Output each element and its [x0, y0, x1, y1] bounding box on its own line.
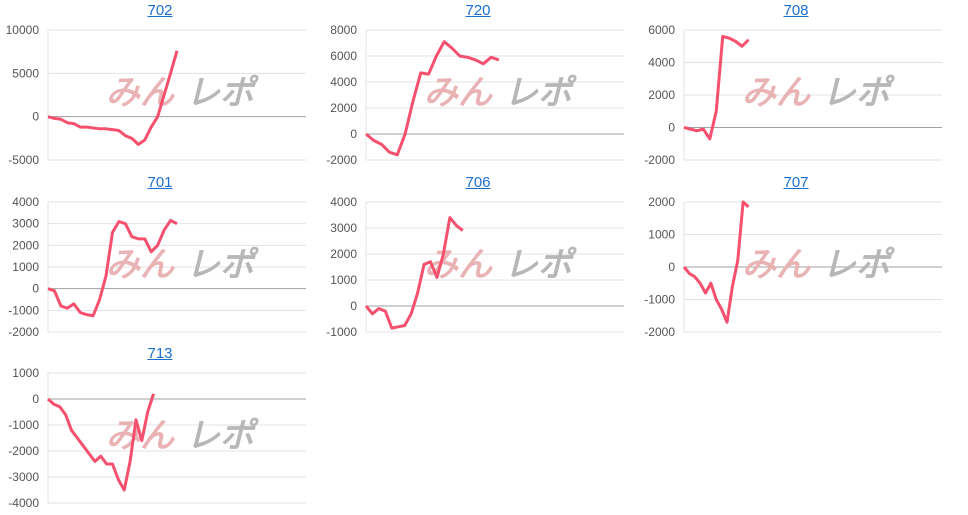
chart-706: 4000 3000 2000 1000 0 -1000 みん レポ 706: [318, 172, 638, 344]
series-line: [683, 35, 750, 141]
svg-text:みん: みん: [424, 246, 493, 284]
y-tick-label: 2000: [12, 238, 39, 252]
y-tick-label: 3000: [12, 217, 39, 231]
y-tick-label: 0: [350, 299, 357, 313]
y-tick-label: -2000: [8, 444, 39, 458]
svg-text:レポ: レポ: [822, 246, 895, 284]
svg-text:みん: みん: [106, 246, 175, 284]
chart-708: 6000 4000 2000 0 -2000 みん レポ 708: [636, 0, 956, 172]
y-tick-label: 4000: [330, 195, 357, 209]
chart-701: 4000 3000 2000 1000 0 -1000 -2000 みん レポ 701: [0, 172, 320, 344]
chart-title-link[interactable]: 706: [465, 174, 491, 191]
watermark-logo: みん レポ: [742, 246, 895, 284]
chart-title-link[interactable]: 720: [465, 2, 491, 19]
y-tick-label: 5000: [12, 66, 39, 80]
chart-title-link[interactable]: 702: [147, 2, 173, 19]
y-tick-label: 2000: [648, 88, 675, 102]
y-tick-label: 0: [32, 282, 39, 296]
y-tick-label: -2000: [644, 325, 675, 339]
svg-text:レポ: レポ: [822, 74, 895, 112]
y-tick-label: -1000: [326, 325, 357, 339]
series-line: [364, 216, 464, 330]
y-tick-label: 4000: [648, 56, 675, 70]
y-tick-label: 8000: [330, 23, 357, 37]
y-tick-label: 0: [32, 392, 39, 406]
watermark-logo: みん レポ: [424, 246, 577, 284]
chart-720: 8000 6000 4000 2000 0 -2000 みん レポ 720: [318, 0, 638, 172]
y-tick-label: 3000: [330, 221, 357, 235]
y-tick-label: 4000: [12, 195, 39, 209]
chart-title-link[interactable]: 708: [783, 2, 809, 19]
y-tick-label: -2000: [644, 153, 675, 167]
chart-svg: 6000 4000 2000 0 -2000 みん レポ: [644, 23, 942, 167]
chart-713: 1000 0 -1000 -2000 -3000 -4000 みん レポ 713: [0, 343, 320, 515]
chart-svg: 8000 6000 4000 2000 0 -2000 みん レポ: [326, 23, 624, 167]
watermark-logo: みん レポ: [106, 246, 259, 284]
chart-svg: 2000 1000 0 -1000 -2000 みん レポ: [644, 195, 942, 339]
watermark-logo: みん レポ: [424, 74, 577, 112]
y-tick-label: -5000: [8, 153, 39, 167]
y-tick-label: 6000: [648, 23, 675, 37]
y-tick-label: -4000: [8, 496, 39, 510]
svg-text:みん: みん: [742, 74, 811, 112]
y-tick-label: -2000: [326, 153, 357, 167]
chart-title-link[interactable]: 701: [147, 174, 173, 191]
svg-text:みん: みん: [742, 246, 811, 284]
chart-svg: 1000 0 -1000 -2000 -3000 -4000 みん レポ: [8, 366, 306, 510]
watermark-logo: みん レポ: [106, 417, 259, 455]
y-tick-label: 6000: [330, 49, 357, 63]
series-line: [365, 40, 500, 157]
svg-text:レポ: レポ: [186, 417, 259, 455]
y-tick-label: 10000: [6, 23, 40, 37]
svg-text:レポ: レポ: [186, 246, 259, 284]
y-tick-label: 0: [668, 121, 675, 135]
y-tick-label: 0: [350, 127, 357, 141]
chart-702: 10000 5000 0 -5000 みん レポ 702: [0, 0, 320, 172]
chart-title-link[interactable]: 713: [147, 345, 173, 362]
chart-707: 2000 1000 0 -1000 -2000 みん レポ 707: [636, 172, 956, 344]
y-tick-label: 1000: [12, 260, 39, 274]
chart-svg: 10000 5000 0 -5000 みん レポ: [6, 23, 306, 167]
y-tick-label: -3000: [8, 470, 39, 484]
y-tick-label: 0: [32, 110, 39, 124]
y-tick-label: 1000: [12, 366, 39, 380]
chart-svg: 4000 3000 2000 1000 0 -1000 みん レポ: [326, 195, 624, 339]
y-tick-label: -1000: [8, 303, 39, 317]
svg-text:レポ: レポ: [504, 246, 577, 284]
chart-svg: 4000 3000 2000 1000 0 -1000 -2000 みん レポ: [8, 195, 306, 339]
y-tick-label: 2000: [330, 101, 357, 115]
y-tick-label: -1000: [8, 418, 39, 432]
y-tick-label: 1000: [330, 273, 357, 287]
chart-title-link[interactable]: 707: [783, 174, 809, 191]
watermark-logo: みん レポ: [106, 74, 259, 112]
y-tick-label: 0: [668, 260, 675, 274]
y-tick-label: 2000: [330, 247, 357, 261]
series-line: [682, 200, 750, 324]
svg-text:レポ: レポ: [186, 74, 259, 112]
y-tick-label: 2000: [648, 195, 675, 209]
y-tick-label: 4000: [330, 75, 357, 89]
watermark-logo: みん レポ: [742, 74, 895, 112]
y-tick-label: -2000: [8, 325, 39, 339]
y-tick-label: -1000: [644, 293, 675, 307]
svg-text:レポ: レポ: [504, 74, 577, 112]
svg-text:みん: みん: [424, 74, 493, 112]
y-tick-label: 1000: [648, 228, 675, 242]
